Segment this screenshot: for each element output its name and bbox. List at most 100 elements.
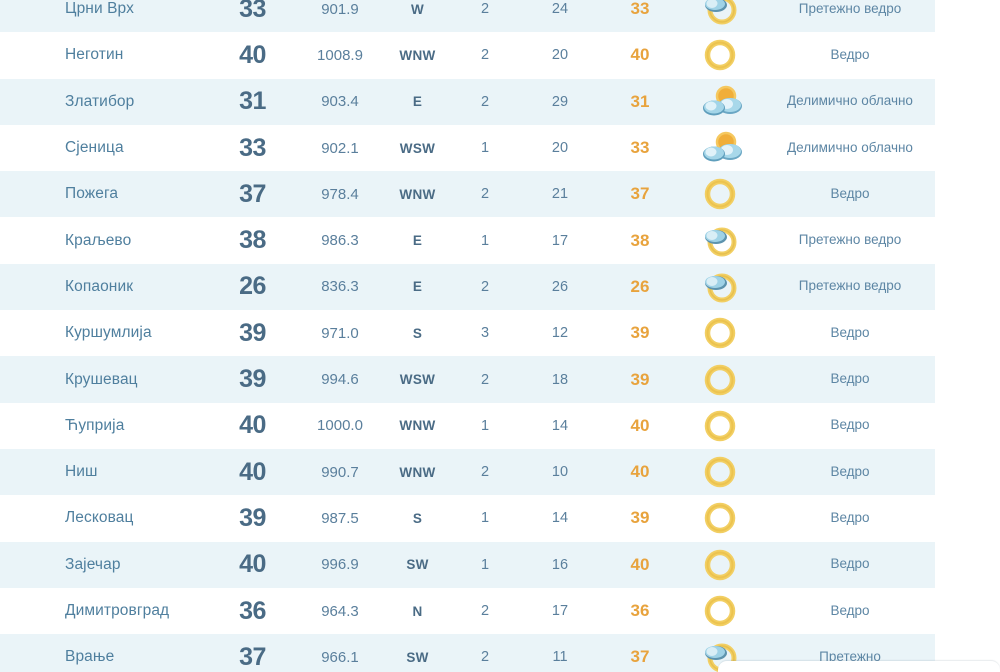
condition-text: Претежно bbox=[819, 648, 881, 664]
wind-speed-value: 1 bbox=[480, 556, 490, 573]
station-name: Зајечар bbox=[65, 555, 121, 573]
temperature-value: 33 bbox=[239, 133, 266, 162]
table-row[interactable]: Копаоник 26 836.3 E 2 26 26 Претежно ведро bbox=[0, 263, 935, 311]
pressure-value: 990.7 bbox=[321, 463, 359, 481]
humidity-value: 21 bbox=[551, 186, 569, 203]
feels-like-value: 40 bbox=[630, 415, 650, 435]
condition-text: Ведро bbox=[830, 417, 870, 433]
pressure-value: 994.6 bbox=[321, 371, 359, 389]
weather-icon-cell bbox=[680, 588, 765, 634]
feels-like-value: 26 bbox=[630, 276, 650, 296]
condition-text: Делимично облачно bbox=[787, 93, 913, 109]
table-row[interactable]: Димитровград 36 964.3 N 2 17 36 Ведро bbox=[0, 587, 935, 635]
station-name: Ниш bbox=[65, 463, 98, 481]
wind-speed-value: 2 bbox=[480, 278, 490, 295]
table-row[interactable]: Сјеница 33 902.1 WSW 1 20 33 Делимично облачно bbox=[0, 124, 935, 172]
condition-text: Претежно ведро bbox=[798, 232, 902, 248]
condition-text: Ведро bbox=[830, 324, 870, 340]
condition-text: Претежно ведро bbox=[798, 0, 902, 16]
table-row[interactable]: Зајечар 40 996.9 SW 1 16 40 Ведро bbox=[0, 541, 935, 588]
weather-icon-cell bbox=[680, 403, 765, 449]
feels-like-value: 40 bbox=[630, 45, 650, 65]
pressure-value: 978.4 bbox=[321, 185, 359, 203]
wind-speed-value: 2 bbox=[480, 371, 490, 388]
humidity-value: 17 bbox=[551, 232, 569, 249]
table-row[interactable]: Ниш 40 990.7 WNW 2 10 40 Ведро bbox=[0, 448, 935, 496]
station-name: Куршумлија bbox=[65, 324, 152, 342]
sun-behind-clouds-icon bbox=[700, 129, 746, 167]
row-gutter bbox=[0, 542, 25, 588]
wind-direction-value: WSW bbox=[399, 372, 436, 388]
weather-icon-cell bbox=[680, 79, 765, 125]
wind-direction-value: WNW bbox=[399, 418, 436, 434]
pressure-value: 986.3 bbox=[321, 232, 359, 250]
row-gutter bbox=[0, 32, 25, 78]
station-name: Копаоник bbox=[65, 277, 134, 295]
station-name: Црни Врх bbox=[65, 0, 134, 18]
wind-direction-value: WNW bbox=[399, 47, 436, 63]
sun-with-small-cloud-icon bbox=[700, 222, 746, 260]
station-name: Неготин bbox=[65, 46, 124, 64]
table-row[interactable]: Крушевац 39 994.6 WSW 2 18 39 Ведро bbox=[0, 356, 935, 403]
feels-like-value: 37 bbox=[630, 647, 650, 667]
pressure-value: 996.9 bbox=[321, 556, 359, 574]
temperature-value: 37 bbox=[239, 179, 266, 208]
station-name: Краљево bbox=[65, 231, 132, 249]
weather-icon-cell bbox=[680, 449, 765, 495]
sun-icon bbox=[700, 314, 746, 352]
humidity-value: 24 bbox=[551, 1, 569, 18]
table-row[interactable]: Куршумлија 39 971.0 S 3 12 39 Ведро bbox=[0, 310, 935, 357]
feels-like-value: 40 bbox=[630, 554, 650, 574]
temperature-value: 40 bbox=[239, 40, 266, 69]
sun-with-small-cloud-icon bbox=[700, 268, 746, 306]
feels-like-value: 33 bbox=[630, 0, 650, 19]
table-row[interactable]: Пожега 37 978.4 WNW 2 21 37 Ведро bbox=[0, 171, 935, 218]
wind-speed-value: 2 bbox=[480, 464, 490, 481]
feels-like-value: 36 bbox=[630, 601, 650, 620]
table-row[interactable]: Црни Врх 33 901.9 W 2 24 33 Претежно ведро bbox=[0, 0, 935, 33]
sun-behind-clouds-icon bbox=[700, 83, 746, 121]
weather-icon-cell bbox=[680, 310, 765, 356]
station-name: Пожега bbox=[65, 185, 119, 203]
wind-direction-value: E bbox=[412, 233, 423, 249]
wind-direction-value: WSW bbox=[399, 140, 436, 156]
temperature-value: 37 bbox=[239, 642, 266, 671]
feels-like-value: 39 bbox=[630, 323, 650, 343]
weather-station-table: Црни Врх 33 901.9 W 2 24 33 Претежно ведро Негот… bbox=[0, 0, 935, 672]
condition-text: Ведро bbox=[830, 556, 870, 572]
table-row[interactable]: Лесковац 39 987.5 S 1 14 39 Ведро bbox=[0, 495, 935, 542]
condition-text: Ведро bbox=[830, 371, 870, 387]
humidity-value: 17 bbox=[551, 603, 569, 619]
humidity-value: 18 bbox=[551, 371, 569, 388]
weather-icon-cell bbox=[680, 217, 765, 263]
weather-icon-cell bbox=[680, 542, 765, 588]
row-gutter bbox=[0, 264, 25, 310]
condition-text: Ведро bbox=[830, 463, 870, 479]
condition-text: Ведро bbox=[830, 185, 870, 201]
sun-icon bbox=[700, 407, 746, 445]
wind-speed-value: 2 bbox=[480, 603, 490, 619]
temperature-value: 39 bbox=[239, 365, 266, 394]
table-row[interactable]: Неготин 40 1008.9 WNW 2 20 40 Ведро bbox=[0, 32, 935, 79]
table-row[interactable]: Ћуприја 40 1000.0 WNW 1 14 40 Ведро bbox=[0, 402, 935, 449]
feels-like-value: 31 bbox=[630, 91, 650, 111]
pressure-value: 836.3 bbox=[321, 278, 359, 296]
humidity-value: 20 bbox=[551, 140, 569, 157]
temperature-value: 31 bbox=[239, 87, 266, 116]
row-gutter bbox=[0, 588, 25, 634]
table-row[interactable]: Златибор 31 903.4 E 2 29 31 Делимично облачно bbox=[0, 78, 935, 125]
humidity-value: 14 bbox=[551, 417, 569, 434]
weather-table-body: Црни Врх 33 901.9 W 2 24 33 Претежно ведро Негот… bbox=[0, 0, 935, 672]
humidity-value: 16 bbox=[551, 556, 569, 573]
wind-speed-value: 2 bbox=[480, 186, 490, 203]
humidity-value: 11 bbox=[552, 649, 568, 666]
wind-direction-value: WNW bbox=[399, 464, 436, 480]
sun-icon bbox=[700, 499, 746, 537]
sun-icon bbox=[700, 546, 746, 584]
table-row[interactable]: Краљево 38 986.3 E 1 17 38 Претежно ведро bbox=[0, 217, 935, 264]
humidity-value: 29 bbox=[551, 93, 569, 110]
wind-speed-value: 2 bbox=[480, 93, 490, 110]
wind-speed-value: 2 bbox=[480, 649, 490, 666]
pressure-value: 902.1 bbox=[321, 139, 359, 157]
